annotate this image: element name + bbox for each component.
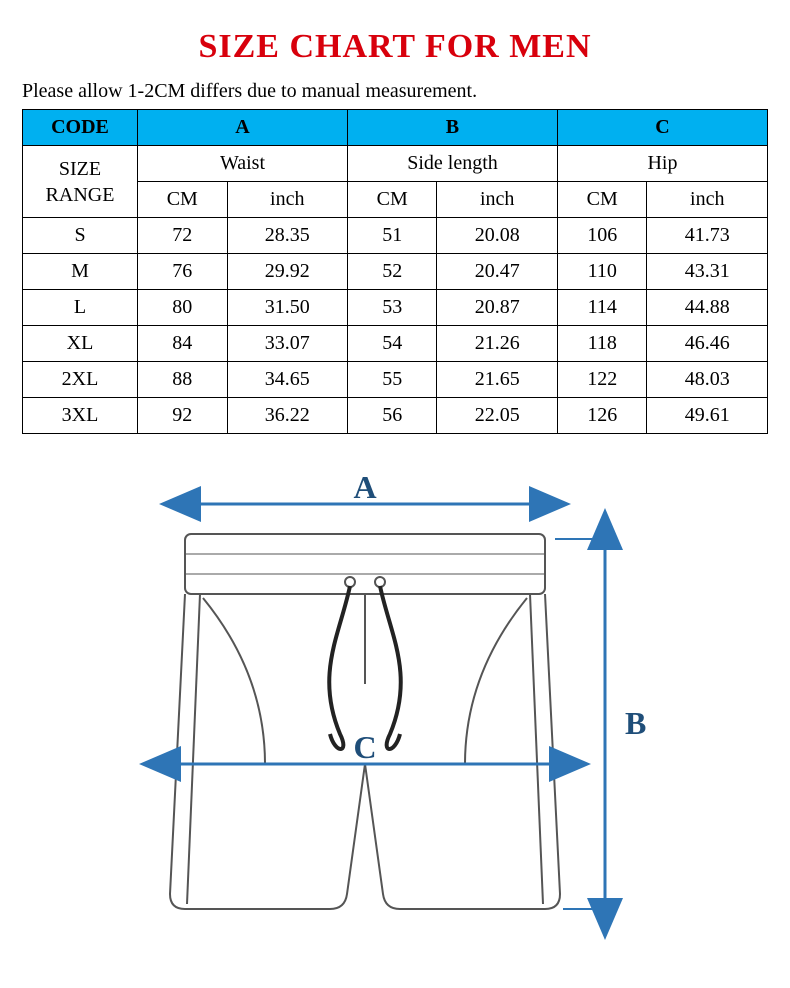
cell-a_cm: 88 — [138, 362, 228, 398]
th-unit: CM — [138, 182, 228, 218]
label-b: B — [625, 705, 646, 741]
th-measure-hip: Hip — [557, 146, 767, 182]
cell-c_cm: 118 — [557, 326, 647, 362]
cell-c_in: 49.61 — [647, 398, 768, 434]
size-chart-table: CODE A B C SIZERANGE Waist Side length H… — [22, 109, 768, 434]
th-unit: CM — [347, 182, 437, 218]
cell-a_cm: 72 — [138, 218, 228, 254]
cell-a_in: 28.35 — [227, 218, 347, 254]
shorts-icon — [170, 534, 560, 909]
cell-b_cm: 51 — [347, 218, 437, 254]
th-unit: inch — [437, 182, 557, 218]
label-a: A — [353, 474, 376, 505]
cell-size: 3XL — [23, 398, 138, 434]
cell-c_cm: 122 — [557, 362, 647, 398]
page-title: SIZE CHART FOR MEN — [0, 28, 790, 66]
table-row: S7228.355120.0810641.73 — [23, 218, 768, 254]
th-measure-waist: Waist — [138, 146, 348, 182]
th-code: CODE — [23, 110, 138, 146]
measurement-diagram: A B C — [95, 474, 695, 944]
cell-b_in: 20.87 — [437, 290, 557, 326]
cell-b_cm: 52 — [347, 254, 437, 290]
cell-c_in: 43.31 — [647, 254, 768, 290]
cell-size: L — [23, 290, 138, 326]
cell-a_cm: 92 — [138, 398, 228, 434]
th-size-range: SIZERANGE — [23, 146, 138, 218]
cell-b_in: 20.47 — [437, 254, 557, 290]
cell-b_cm: 53 — [347, 290, 437, 326]
cell-c_in: 46.46 — [647, 326, 768, 362]
th-group-c: C — [557, 110, 767, 146]
table-row: 3XL9236.225622.0512649.61 — [23, 398, 768, 434]
cell-c_in: 48.03 — [647, 362, 768, 398]
cell-size: 2XL — [23, 362, 138, 398]
cell-size: M — [23, 254, 138, 290]
cell-c_cm: 126 — [557, 398, 647, 434]
cell-a_in: 34.65 — [227, 362, 347, 398]
cell-c_cm: 106 — [557, 218, 647, 254]
table-row: L8031.505320.8711444.88 — [23, 290, 768, 326]
cell-a_cm: 76 — [138, 254, 228, 290]
label-c: C — [353, 729, 376, 765]
th-group-a: A — [138, 110, 348, 146]
cell-a_cm: 80 — [138, 290, 228, 326]
cell-a_in: 29.92 — [227, 254, 347, 290]
cell-b_in: 21.26 — [437, 326, 557, 362]
cell-c_cm: 110 — [557, 254, 647, 290]
table-row: 2XL8834.655521.6512248.03 — [23, 362, 768, 398]
cell-b_in: 21.65 — [437, 362, 557, 398]
cell-a_cm: 84 — [138, 326, 228, 362]
cell-b_cm: 55 — [347, 362, 437, 398]
table-row: M7629.925220.4711043.31 — [23, 254, 768, 290]
cell-c_in: 41.73 — [647, 218, 768, 254]
cell-c_in: 44.88 — [647, 290, 768, 326]
measurement-note: Please allow 1-2CM differs due to manual… — [22, 80, 790, 103]
cell-a_in: 33.07 — [227, 326, 347, 362]
cell-size: XL — [23, 326, 138, 362]
th-unit: CM — [557, 182, 647, 218]
table-row: XL8433.075421.2611846.46 — [23, 326, 768, 362]
th-unit: inch — [227, 182, 347, 218]
cell-b_in: 22.05 — [437, 398, 557, 434]
cell-b_cm: 54 — [347, 326, 437, 362]
cell-size: S — [23, 218, 138, 254]
cell-b_cm: 56 — [347, 398, 437, 434]
cell-a_in: 31.50 — [227, 290, 347, 326]
th-measure-side: Side length — [347, 146, 557, 182]
th-group-b: B — [347, 110, 557, 146]
th-unit: inch — [647, 182, 768, 218]
cell-b_in: 20.08 — [437, 218, 557, 254]
cell-c_cm: 114 — [557, 290, 647, 326]
cell-a_in: 36.22 — [227, 398, 347, 434]
